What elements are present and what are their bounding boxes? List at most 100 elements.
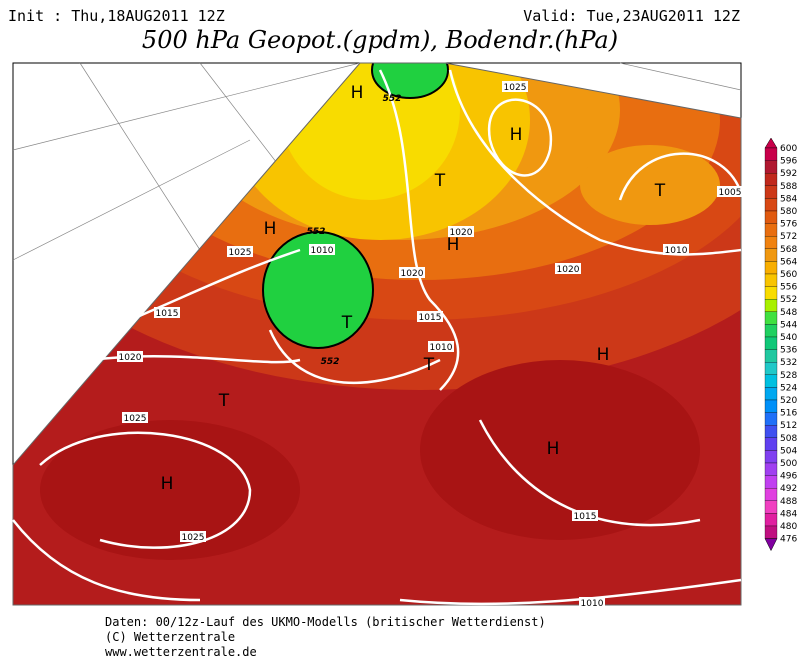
pressure-center: H	[351, 83, 364, 103]
isobar-label: 1005	[719, 188, 742, 198]
contour-label: 552	[321, 357, 340, 367]
pressure-center: T	[434, 171, 446, 191]
colorbar-arrow	[764, 538, 778, 552]
colorbar-label: 600	[780, 144, 797, 154]
isobar-label: 1020	[557, 265, 580, 275]
colorbar-swatch	[764, 324, 778, 338]
pressure-center: H	[547, 439, 560, 459]
pressure-center: T	[423, 355, 435, 375]
colorbar-swatch	[764, 412, 778, 426]
isobar-label-bg	[579, 597, 605, 608]
colorbar-swatch	[764, 248, 778, 262]
pressure-center: H	[447, 235, 460, 255]
colorbar-swatch	[764, 311, 778, 325]
isobar-label-bg	[663, 244, 689, 255]
isobar-label: 1025	[182, 533, 205, 543]
colorbar-swatch	[764, 223, 778, 237]
pressure-center: T	[218, 391, 230, 411]
colorbar-swatch	[764, 349, 778, 363]
isobar-label: 1025	[229, 248, 252, 258]
colorbar-label: 588	[780, 182, 797, 192]
pressure-center: H	[161, 474, 174, 494]
isobar-label: 1020	[450, 228, 473, 238]
isobar-label: 1010	[581, 599, 604, 609]
colorbar-swatch	[764, 462, 778, 476]
isobar-label: 1025	[124, 414, 147, 424]
isobar-label-bg	[399, 267, 425, 278]
footer-url: www.wetterzentrale.de	[105, 645, 257, 659]
colorbar-label: 584	[780, 194, 797, 204]
colorbar-label: 544	[780, 320, 797, 330]
footer-copyright: (C) Wetterzentrale	[105, 630, 235, 644]
contour-label: 552	[307, 227, 326, 237]
colorbar-label: 568	[780, 245, 797, 255]
colorbar-swatch	[764, 437, 778, 451]
isobar-label: 1020	[401, 269, 424, 279]
colorbar-label: 576	[780, 220, 797, 230]
colorbar-label: 572	[780, 232, 797, 242]
contour-label: 552	[383, 94, 402, 104]
colorbar-swatch	[764, 273, 778, 287]
isobar-label-bg	[502, 81, 528, 92]
pressure-center: T	[341, 313, 353, 333]
colorbar-label: 484	[780, 509, 797, 519]
colorbar-label: 532	[780, 358, 797, 368]
colorbar-label: 560	[780, 270, 797, 280]
colorbar-label: 496	[780, 472, 797, 482]
isobar-label-bg	[154, 307, 180, 318]
colorbar-label: 596	[780, 157, 797, 167]
colorbar-swatch	[764, 185, 778, 199]
colorbar-swatch	[764, 525, 778, 539]
colorbar-label: 512	[780, 421, 797, 431]
footer-source: Daten: 00/12z-Lauf des UKMO-Modells (bri…	[105, 615, 546, 629]
colorbar-swatch	[764, 299, 778, 312]
colorbar-label: 500	[780, 459, 797, 469]
colorbar-swatch	[764, 387, 778, 401]
colorbar-swatch	[764, 513, 778, 527]
colorbar-swatch	[764, 362, 778, 375]
isobar-label-bg	[122, 412, 148, 423]
colorbar-label: 528	[780, 371, 797, 381]
isobar-label-bg	[555, 263, 581, 274]
colorbar-label: 520	[780, 396, 797, 406]
colorbar-label: 516	[780, 409, 797, 419]
isobar-label-bg	[117, 351, 143, 362]
isobar-label: 1010	[430, 343, 453, 353]
isobar-label: 1015	[574, 512, 597, 522]
colorbar-swatch	[764, 210, 778, 224]
isobar-label: 1010	[665, 246, 688, 256]
colorbar-label: 492	[780, 484, 797, 494]
pressure-center: H	[597, 345, 610, 365]
colorbar-label: 476	[780, 535, 797, 545]
graticule	[12, 62, 742, 261]
isobar-label: 1020	[119, 353, 142, 363]
colorbar-label: 504	[780, 446, 797, 456]
isobar-label: 1025	[504, 83, 527, 93]
colorbar-label: 592	[780, 169, 797, 179]
colorbar-swatch	[764, 286, 778, 300]
colorbar-label: 556	[780, 283, 797, 293]
colorbar-swatch	[764, 399, 778, 413]
colorbar-swatch	[764, 261, 778, 275]
colorbar-swatch	[764, 236, 778, 249]
colorbar-swatch	[764, 488, 778, 501]
colorbar-swatch	[764, 425, 778, 438]
pressure-center: T	[654, 181, 666, 201]
colorbar-arrow	[764, 137, 778, 149]
colorbar-swatch	[764, 336, 778, 350]
isobar-label: 1015	[419, 313, 442, 323]
isobar-label-bg	[417, 311, 443, 322]
colorbar: 600 596 592 588 584 580 576 572 568 564 560 556 552 5…	[764, 137, 797, 552]
isobar-label-bg	[309, 244, 335, 255]
colorbar-label: 488	[780, 497, 797, 507]
colorbar-swatch	[764, 475, 778, 489]
isobar-label-bg	[717, 186, 743, 197]
colorbar-swatch	[764, 450, 778, 464]
colorbar-swatch	[764, 198, 778, 212]
colorbar-label: 552	[780, 295, 797, 305]
init-time: Init : Thu,18AUG2011 12Z	[8, 7, 225, 25]
pressure-center: H	[264, 219, 277, 239]
colorbar-label: 508	[780, 434, 797, 444]
colorbar-label: 580	[780, 207, 797, 217]
